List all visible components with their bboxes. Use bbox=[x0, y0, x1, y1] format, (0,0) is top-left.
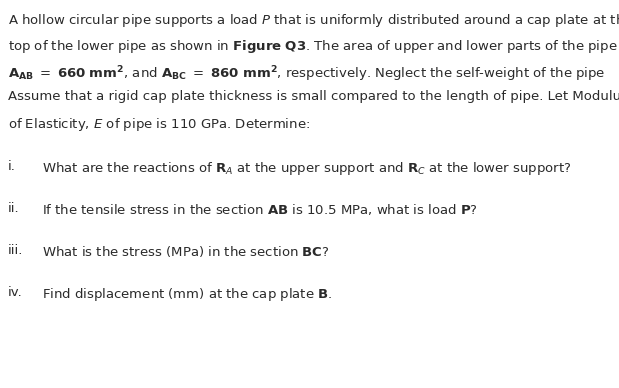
Text: If the tensile stress in the section $\mathit{\mathbf{AB}}$ is 10.5 MPa, what is: If the tensile stress in the section $\m… bbox=[42, 202, 478, 217]
Text: iii.: iii. bbox=[8, 244, 24, 257]
Text: Assume that a rigid cap plate thickness is small compared to the length of pipe.: Assume that a rigid cap plate thickness … bbox=[8, 90, 619, 103]
Text: What are the reactions of $\mathit{\mathbf{R}}_\mathit{A}$ at the upper support : What are the reactions of $\mathit{\math… bbox=[42, 160, 571, 177]
Text: What is the stress (MPa) in the section $\mathit{\mathbf{BC}}$?: What is the stress (MPa) in the section … bbox=[42, 244, 329, 259]
Text: A hollow circular pipe supports a load $\mathit{P}$ that is uniformly distribute: A hollow circular pipe supports a load $… bbox=[8, 12, 619, 29]
Text: top of the lower pipe as shown in $\mathbf{Figure\ Q3}$. The area of upper and l: top of the lower pipe as shown in $\math… bbox=[8, 38, 619, 55]
Text: i.: i. bbox=[8, 160, 16, 173]
Text: $\mathbf{A_{AB}}$ $=$ $\mathbf{660\ mm^2}$, and $\mathbf{A_{BC}}$ $=$ $\mathbf{8: $\mathbf{A_{AB}}$ $=$ $\mathbf{660\ mm^2… bbox=[8, 64, 605, 83]
Text: Find displacement (mm) at the cap plate $\mathit{\mathbf{B}}$.: Find displacement (mm) at the cap plate … bbox=[42, 286, 332, 303]
Text: of Elasticity, $\mathit{E}$ of pipe is 110 GPa. Determine:: of Elasticity, $\mathit{E}$ of pipe is 1… bbox=[8, 116, 310, 133]
Text: ii.: ii. bbox=[8, 202, 20, 215]
Text: iv.: iv. bbox=[8, 286, 23, 299]
